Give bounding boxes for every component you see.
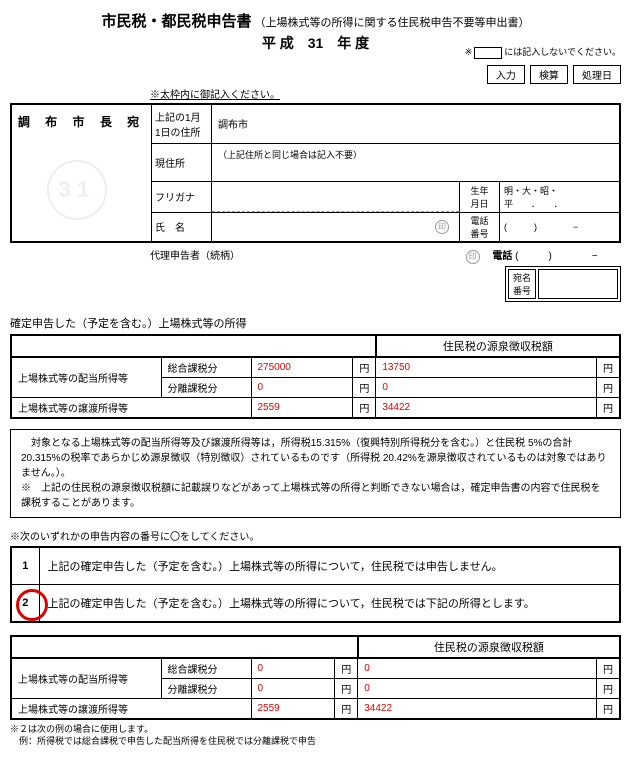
val-1-4: 0 bbox=[376, 377, 597, 397]
val2-2-2: 34422 bbox=[358, 698, 597, 719]
choice-hint: ※次のいずれかの申告内容の番号に〇をしてください。 bbox=[10, 528, 621, 543]
val2-1-2: 0 bbox=[358, 658, 597, 679]
transfer-label-2: 上場株式等の譲渡所得等 bbox=[11, 698, 251, 719]
table1-caption: 確定申告した（予定を含む。）上場株式等の所得 bbox=[10, 315, 247, 331]
name-value[interactable]: 印 bbox=[212, 213, 459, 241]
tel-value[interactable]: ( ) − bbox=[499, 213, 619, 241]
addr1-label: 上記の1月 1日の住所 bbox=[152, 105, 212, 143]
box-date: 処理日 bbox=[573, 65, 621, 84]
choice-2-text: 上記の確定申告した（予定を含む。）上場株式等の所得について，住民税では下記の所得… bbox=[39, 584, 620, 622]
income-table-1: 住民税の源泉徴収税額 上場株式等の配当所得等 総合課税分 275000円 137… bbox=[10, 334, 621, 419]
dob-label: 生年 月日 bbox=[459, 182, 499, 212]
year-stamp: 31 bbox=[47, 160, 107, 220]
addr-no-box: 宛名 番号 bbox=[505, 266, 621, 302]
box-input: 入力 bbox=[487, 65, 525, 84]
bunri-label-2: 分離課税分 bbox=[161, 678, 251, 698]
title-main: 市民税・都民税申告書 bbox=[101, 13, 251, 30]
furigana-value[interactable] bbox=[212, 182, 459, 212]
footnote: ※２は次の例の場合に使用します。 例：所得税では総合課税で申告した配当所得を住民… bbox=[10, 723, 621, 748]
choice-1-text: 上記の確定申告した（予定を含む。）上場株式等の所得について，住民税では申告しませ… bbox=[39, 547, 620, 585]
note-box: 対象となる上場株式等の配当所得等及び譲渡所得等は，所得税15.315%（復興特別… bbox=[10, 429, 621, 518]
val2-1-3: 0 bbox=[251, 678, 335, 698]
income-table-2: 住民税の源泉徴収税額 上場株式等の配当所得等 総合課税分 0円 0円 分離課税分… bbox=[10, 635, 621, 720]
val-1-3: 0 bbox=[251, 377, 353, 397]
val2-2-1: 2559 bbox=[251, 698, 335, 719]
dob-value[interactable]: 明・大・昭・平 ． ． bbox=[499, 182, 619, 212]
sogo-label: 総合課税分 bbox=[161, 357, 251, 378]
val-1-1: 275000 bbox=[251, 357, 353, 378]
choice-table: 1 上記の確定申告した（予定を含む。）上場株式等の所得について，住民税では申告し… bbox=[10, 546, 621, 623]
addr1-value[interactable]: 調布市 bbox=[212, 105, 619, 143]
agent-seal-icon: 印 bbox=[466, 250, 480, 264]
bunri-label: 分離課税分 bbox=[161, 377, 251, 397]
val-2-2: 34422 bbox=[376, 397, 597, 418]
choice-1-num[interactable]: 1 bbox=[11, 547, 39, 585]
val-1-2: 13750 bbox=[376, 357, 597, 378]
dividend-label: 上場株式等の配当所得等 bbox=[11, 357, 161, 398]
val2-1-4: 0 bbox=[358, 678, 597, 698]
tax-header: 住民税の源泉徴収税額 bbox=[376, 335, 620, 357]
tel-label: 電話 番号 bbox=[459, 213, 499, 241]
transfer-label: 上場株式等の譲渡所得等 bbox=[11, 397, 251, 418]
val-2-1: 2559 bbox=[251, 397, 353, 418]
seal-icon: 印 bbox=[435, 220, 449, 234]
fill-hint: ※太枠内に御記入ください。 bbox=[150, 86, 621, 101]
tax-header-2: 住民税の源泉徴収税額 bbox=[358, 636, 620, 658]
box-check: 検算 bbox=[530, 65, 568, 84]
val2-1-1: 0 bbox=[251, 658, 335, 679]
furigana-label: フリガナ bbox=[152, 182, 212, 212]
agent-line: 代理申告者（続柄） 印 電話 ( ) − bbox=[150, 247, 621, 264]
name-label: 氏 名 bbox=[152, 213, 212, 241]
addr2-label: 現住所 bbox=[152, 144, 212, 181]
status-boxes: 入力 検算 処理日 bbox=[10, 65, 621, 84]
title-sub: （上場株式等の所得に関する住民税申告不要等申出書） bbox=[255, 17, 530, 29]
dividend-label-2: 上場株式等の配当所得等 bbox=[11, 658, 161, 699]
sogo-label-2: 総合課税分 bbox=[161, 658, 251, 679]
choice-2-num[interactable]: 2 bbox=[11, 584, 39, 622]
recipient: 調 布 市 長 宛 bbox=[18, 113, 145, 130]
addr2-value[interactable]: （上記住所と同じ場合は記入不要） bbox=[212, 144, 619, 181]
address-block: 調 布 市 長 宛 31 上記の1月 1日の住所 調布市 現住所 （上記住所と同… bbox=[10, 103, 621, 243]
